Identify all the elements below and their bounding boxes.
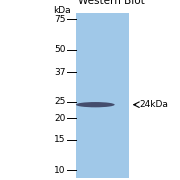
FancyBboxPatch shape (76, 13, 129, 178)
Text: 75: 75 (54, 15, 65, 24)
Text: 24kDa: 24kDa (139, 100, 168, 109)
Text: 10: 10 (54, 166, 65, 175)
Ellipse shape (76, 102, 115, 107)
Text: 15: 15 (54, 135, 65, 144)
Text: 25: 25 (54, 97, 65, 106)
Text: 20: 20 (54, 114, 65, 123)
Text: kDa: kDa (53, 6, 71, 15)
Text: Western Blot: Western Blot (78, 0, 145, 6)
Text: 50: 50 (54, 45, 65, 54)
Text: 37: 37 (54, 68, 65, 77)
